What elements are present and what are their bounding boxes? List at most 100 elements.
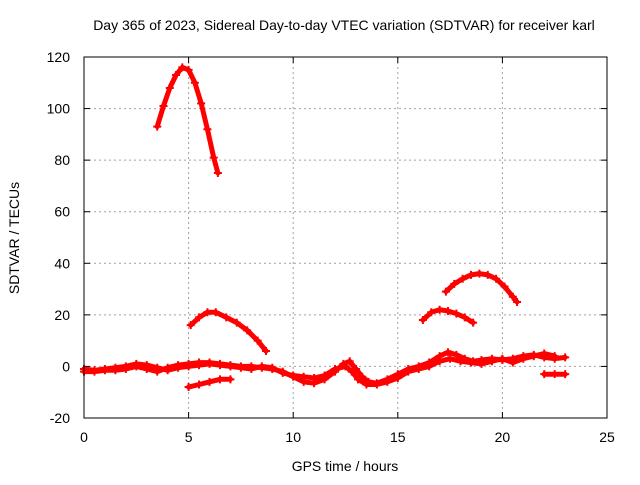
data-point: [529, 352, 538, 361]
data-point: [427, 308, 436, 317]
x-tick-label: 15: [390, 429, 406, 445]
data-point: [213, 169, 222, 178]
data-point: [257, 362, 266, 371]
data-point: [351, 365, 360, 374]
data-point: [268, 363, 277, 372]
data-point: [253, 336, 262, 345]
data-point: [174, 363, 183, 372]
x-tick-label: 10: [285, 429, 301, 445]
data-point: [211, 308, 220, 317]
series-arc-8: [80, 349, 559, 389]
y-axis-label: SDTVAR / TECUs: [6, 182, 22, 294]
data-point: [513, 297, 522, 306]
data-point: [172, 71, 181, 80]
data-point: [195, 313, 204, 322]
data-point: [458, 274, 467, 283]
data-point: [289, 371, 298, 380]
data-point: [414, 365, 423, 374]
data-point: [354, 375, 363, 384]
data-point: [550, 370, 559, 379]
data-point: [452, 309, 461, 318]
data-series: [80, 63, 570, 392]
data-point: [508, 358, 517, 367]
data-point: [418, 316, 427, 325]
data-point: [561, 370, 570, 379]
data-point: [362, 380, 371, 389]
data-point: [347, 367, 356, 376]
data-point: [345, 357, 354, 366]
data-point: [446, 354, 455, 363]
data-point: [425, 362, 434, 371]
data-point: [236, 363, 245, 372]
data-point: [197, 99, 206, 108]
data-point: [111, 363, 120, 372]
data-point: [492, 274, 501, 283]
data-point: [540, 370, 549, 379]
data-point: [444, 348, 453, 357]
data-point: [247, 365, 256, 374]
data-point: [460, 313, 469, 322]
data-point: [444, 306, 453, 315]
data-point: [475, 269, 484, 278]
data-point: [132, 359, 141, 368]
y-tick-label: -20: [50, 410, 70, 426]
y-tick-label: 60: [54, 204, 70, 220]
data-point: [203, 125, 212, 134]
series-arc-2: [186, 308, 271, 355]
data-point: [372, 380, 381, 389]
data-point: [100, 365, 109, 374]
series-arc-4: [441, 269, 522, 306]
y-tick-label: 20: [54, 307, 70, 323]
data-point: [540, 349, 549, 358]
data-point: [159, 101, 168, 110]
data-point: [467, 270, 476, 279]
series-trace: [443, 271, 520, 305]
data-point: [142, 361, 151, 370]
axis-ticks: 0 5 10 15 20 25 -20 0 20 40 60 80 100 120: [47, 49, 615, 445]
y-tick-label: 0: [62, 358, 70, 374]
data-point: [222, 313, 231, 322]
series-trace: [154, 64, 221, 176]
data-point: [184, 362, 193, 371]
data-point: [190, 78, 199, 87]
x-tick-label: 25: [599, 429, 615, 445]
data-point: [450, 279, 459, 288]
plot-frame: [83, 56, 608, 419]
data-point: [477, 359, 486, 368]
data-point: [487, 357, 496, 366]
data-point: [561, 353, 570, 362]
data-point: [178, 63, 187, 72]
data-point: [452, 350, 461, 359]
y-tick-label: 120: [47, 49, 71, 65]
data-point: [498, 354, 507, 363]
data-point: [243, 326, 252, 335]
data-point: [90, 366, 99, 375]
data-point: [393, 374, 402, 383]
data-point: [184, 383, 193, 392]
x-tick-label: 20: [495, 429, 511, 445]
data-point: [153, 363, 162, 372]
data-point: [226, 362, 235, 371]
data-point: [163, 366, 172, 375]
data-point: [299, 372, 308, 381]
data-point: [195, 380, 204, 389]
data-point: [435, 305, 444, 314]
data-point: [215, 361, 224, 370]
series-arc-3: [418, 305, 478, 327]
data-point: [310, 374, 319, 383]
y-tick-label: 100: [47, 101, 71, 117]
data-point: [320, 371, 329, 380]
data-point: [469, 318, 478, 327]
data-point: [121, 362, 130, 371]
series-arc-1: [153, 63, 222, 178]
data-point: [184, 65, 193, 74]
data-point: [232, 318, 241, 327]
data-point: [262, 346, 271, 355]
data-point: [404, 367, 413, 376]
x-tick-label: 5: [185, 429, 193, 445]
data-point: [341, 362, 350, 371]
data-point: [278, 368, 287, 377]
x-tick-label: 0: [80, 429, 88, 445]
